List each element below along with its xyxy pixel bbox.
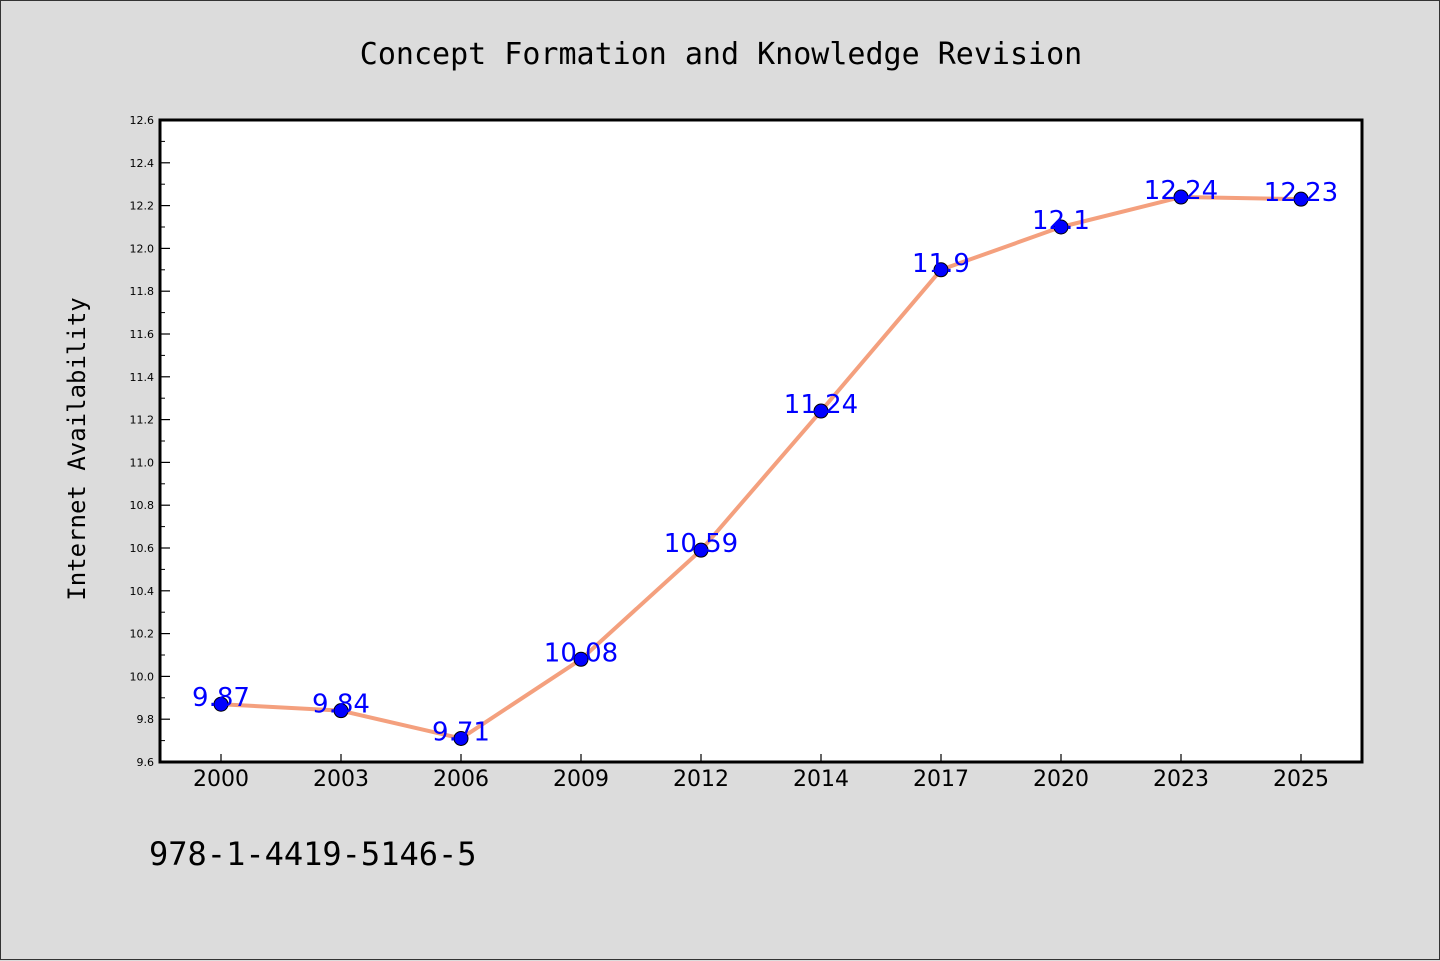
data-point-marker [1173,189,1189,205]
x-axis-ticks: 2000 2003 2006 2009 2012 2014 2017 2020 2023 2025 [193,754,1329,792]
x-tick-label: 2025 [1273,767,1329,792]
plot-area [158,118,1364,764]
y-tick-label: 12.4 [130,157,155,170]
y-tick-label: 11.8 [130,285,155,298]
data-point-marker [453,730,469,746]
y-tick-label: 11.2 [130,414,155,427]
data-point-label: 12.1 [1032,206,1090,236]
x-tick-label: 2003 [313,767,369,792]
y-tick-label: 12.6 [130,114,155,127]
data-point-label: 12.24 [1144,176,1218,206]
footer-isbn: 978-1-4419-5146-5 [149,835,477,873]
data-point-label: 9.71 [432,717,490,747]
data-point-label: 9.87 [192,683,250,713]
y-tick-label: 9.6 [137,756,155,769]
y-tick-label: 11.0 [130,456,155,469]
y-tick-label: 10.4 [130,585,155,598]
data-point-marker [573,651,589,667]
data-point-marker [1293,191,1309,207]
x-tick-label: 2020 [1033,767,1089,792]
y-tick-label: 12.2 [130,200,155,213]
y-tick-label: 10.0 [130,670,155,683]
data-point-marker [1053,219,1069,235]
data-point-marker [333,703,349,719]
data-point-label: 9.84 [312,690,370,720]
series-line [220,195,1302,741]
y-tick-label: 10.2 [130,628,155,641]
data-point-marker [933,262,949,278]
x-tick-label: 2006 [433,767,489,792]
data-point-label: 10.08 [544,638,618,668]
x-tick-label: 2012 [673,767,729,792]
chart-title: Concept Formation and Knowledge Revision [360,37,1082,72]
x-tick-label: 2009 [553,767,609,792]
y-tick-label: 9.8 [137,713,155,726]
data-point-marker [813,403,829,419]
x-tick-label: 2014 [793,767,849,792]
y-axis-ticks: 9.6 9.8 10.0 10.2 10.4 10.6 10.8 11.0 11.2 11.4 11… [130,114,170,769]
series-group: 9.87 9.84 9.71 10.08 10.59 11.24 11.9 12.1 12.24… [192,176,1338,747]
x-tick-label: 2000 [193,767,249,792]
y-tick-label: 11.4 [130,371,155,384]
data-point-marker [693,542,709,558]
x-tick-label: 2023 [1153,767,1209,792]
data-point-label: 12.23 [1264,178,1338,208]
y-axis-label: Internet Availability [63,297,91,600]
x-tick-label: 2017 [913,767,969,792]
y-tick-label: 10.8 [130,499,155,512]
data-point-label: 11.24 [784,390,858,420]
y-tick-label: 12.0 [130,242,155,255]
data-point-label: 11.9 [912,249,970,279]
y-tick-label: 11.6 [130,328,155,341]
y-tick-label: 10.6 [130,542,155,555]
data-point-marker [213,696,229,712]
data-point-label: 10.59 [664,529,738,559]
